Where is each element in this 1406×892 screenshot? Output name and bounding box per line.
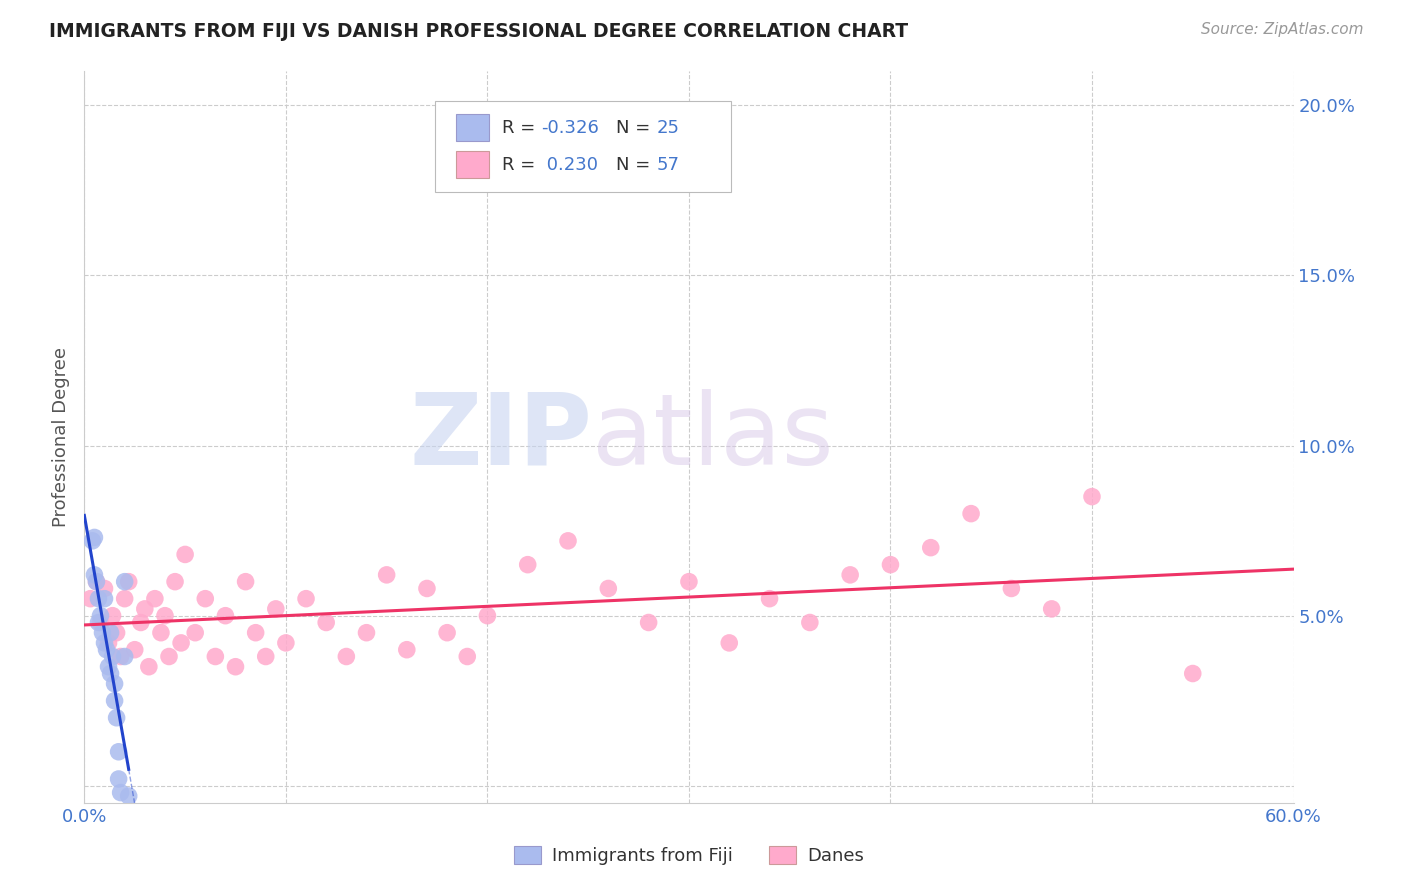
Point: [89, 615, 111, 630]
Point: [105, 711, 128, 725]
Point: [96, 642, 118, 657]
Point: [758, 591, 780, 606]
Point: [456, 649, 478, 664]
Point: [100, 625, 122, 640]
Point: [184, 625, 207, 640]
Point: [124, 642, 146, 657]
Text: 57: 57: [657, 156, 679, 174]
Point: [111, 805, 134, 820]
Point: [165, 574, 187, 589]
Point: [107, 745, 129, 759]
FancyBboxPatch shape: [456, 114, 489, 141]
Point: [678, 574, 700, 589]
Point: [1000, 582, 1022, 596]
Point: [86, 574, 108, 589]
Point: [79, 591, 101, 606]
Point: [157, 649, 180, 664]
Point: [107, 772, 129, 786]
Point: [477, 608, 499, 623]
Point: [194, 591, 217, 606]
Point: [557, 533, 579, 548]
Point: [83, 567, 105, 582]
Point: [118, 574, 141, 589]
Text: 25: 25: [657, 119, 679, 136]
Point: [718, 636, 741, 650]
Point: [637, 615, 659, 630]
Point: [97, 636, 120, 650]
Point: [86, 574, 108, 589]
Point: [114, 574, 136, 589]
Point: [82, 533, 104, 548]
Point: [93, 636, 115, 650]
Point: [214, 608, 236, 623]
Point: [101, 608, 124, 623]
Point: [235, 574, 257, 589]
Point: [799, 615, 821, 630]
Point: [245, 625, 267, 640]
Point: [110, 649, 132, 664]
Point: [335, 649, 357, 664]
Point: [149, 625, 172, 640]
Point: [264, 602, 287, 616]
Point: [598, 582, 620, 596]
Point: [879, 558, 901, 572]
Point: [83, 531, 105, 545]
Point: [93, 591, 115, 606]
Point: [104, 694, 127, 708]
Point: [110, 786, 132, 800]
Text: R =: R =: [502, 156, 540, 174]
Point: [97, 659, 120, 673]
Point: [101, 649, 124, 664]
Point: [375, 567, 398, 582]
Point: [89, 608, 111, 623]
Point: [91, 625, 114, 640]
Point: [104, 677, 127, 691]
Point: [153, 608, 176, 623]
Point: [114, 591, 136, 606]
Point: [839, 567, 862, 582]
Point: [436, 625, 458, 640]
Point: [170, 636, 193, 650]
Point: [105, 625, 128, 640]
Point: [274, 636, 297, 650]
Point: [134, 602, 156, 616]
Point: [138, 659, 160, 673]
Text: IMMIGRANTS FROM FIJI VS DANISH PROFESSIONAL DEGREE CORRELATION CHART: IMMIGRANTS FROM FIJI VS DANISH PROFESSIO…: [49, 22, 908, 41]
Point: [174, 548, 197, 562]
Point: [93, 582, 115, 596]
Point: [295, 591, 318, 606]
Text: ZIP: ZIP: [409, 389, 592, 485]
Point: [143, 591, 166, 606]
Point: [225, 659, 247, 673]
Point: [416, 582, 439, 596]
Text: atlas: atlas: [592, 389, 834, 485]
Text: Source: ZipAtlas.com: Source: ZipAtlas.com: [1201, 22, 1364, 37]
Point: [100, 666, 122, 681]
Point: [87, 591, 110, 606]
Point: [1040, 602, 1063, 616]
Point: [1181, 666, 1204, 681]
Point: [395, 642, 418, 657]
Text: 0.230: 0.230: [541, 156, 599, 174]
Point: [1081, 490, 1104, 504]
Point: [920, 541, 942, 555]
Legend: Immigrants from Fiji, Danes: Immigrants from Fiji, Danes: [505, 837, 873, 874]
FancyBboxPatch shape: [434, 101, 731, 192]
Point: [516, 558, 538, 572]
Text: N =: N =: [616, 156, 657, 174]
Point: [960, 507, 983, 521]
Point: [356, 625, 378, 640]
Point: [118, 789, 141, 803]
Text: N =: N =: [616, 119, 657, 136]
Point: [87, 615, 110, 630]
Y-axis label: Professional Degree: Professional Degree: [52, 347, 70, 527]
FancyBboxPatch shape: [456, 152, 489, 178]
Point: [204, 649, 226, 664]
Text: R =: R =: [502, 119, 540, 136]
Point: [129, 615, 152, 630]
Point: [114, 649, 136, 664]
Point: [254, 649, 277, 664]
Text: -0.326: -0.326: [541, 119, 599, 136]
Point: [315, 615, 337, 630]
